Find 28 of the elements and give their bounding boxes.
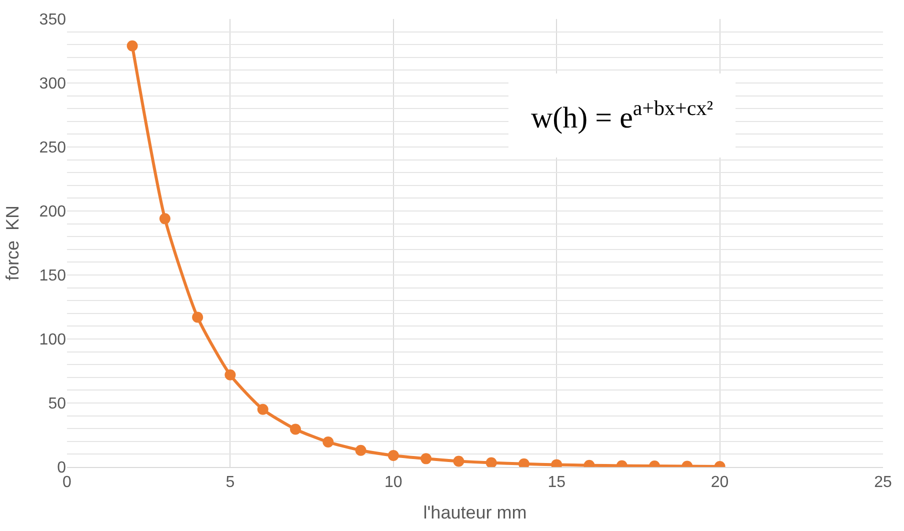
x-tick-label: 10 xyxy=(384,474,402,492)
x-tick-label: 20 xyxy=(710,474,729,492)
y-tick-label: 200 xyxy=(39,204,66,221)
annotation: w(h) = e$^{a+bx+cx²}$ xyxy=(531,96,714,135)
point xyxy=(355,444,366,456)
point xyxy=(453,456,464,467)
point xyxy=(322,436,334,448)
y-tick-label: 100 xyxy=(39,332,66,349)
y-tick-label: 50 xyxy=(48,396,66,413)
x-tick-label: 15 xyxy=(548,474,566,492)
point xyxy=(224,369,236,380)
point xyxy=(420,453,432,464)
point xyxy=(257,404,268,415)
point xyxy=(126,40,138,52)
point xyxy=(192,312,204,323)
point xyxy=(290,424,301,435)
x-axis-title: l'hauteur mm xyxy=(423,502,527,522)
point xyxy=(388,450,399,461)
x-tick-label: 5 xyxy=(226,474,235,492)
y-tick-label: 250 xyxy=(39,140,66,157)
point xyxy=(159,213,170,224)
y-axis-title: force KN xyxy=(2,205,22,281)
x-tick-label: 25 xyxy=(874,474,892,492)
y-tick-label: 0 xyxy=(57,460,66,477)
point xyxy=(486,457,497,467)
y-tick-label: 300 xyxy=(39,76,66,93)
y-tick-label: 350 xyxy=(39,12,66,29)
y-tick-label: 150 xyxy=(39,268,66,285)
